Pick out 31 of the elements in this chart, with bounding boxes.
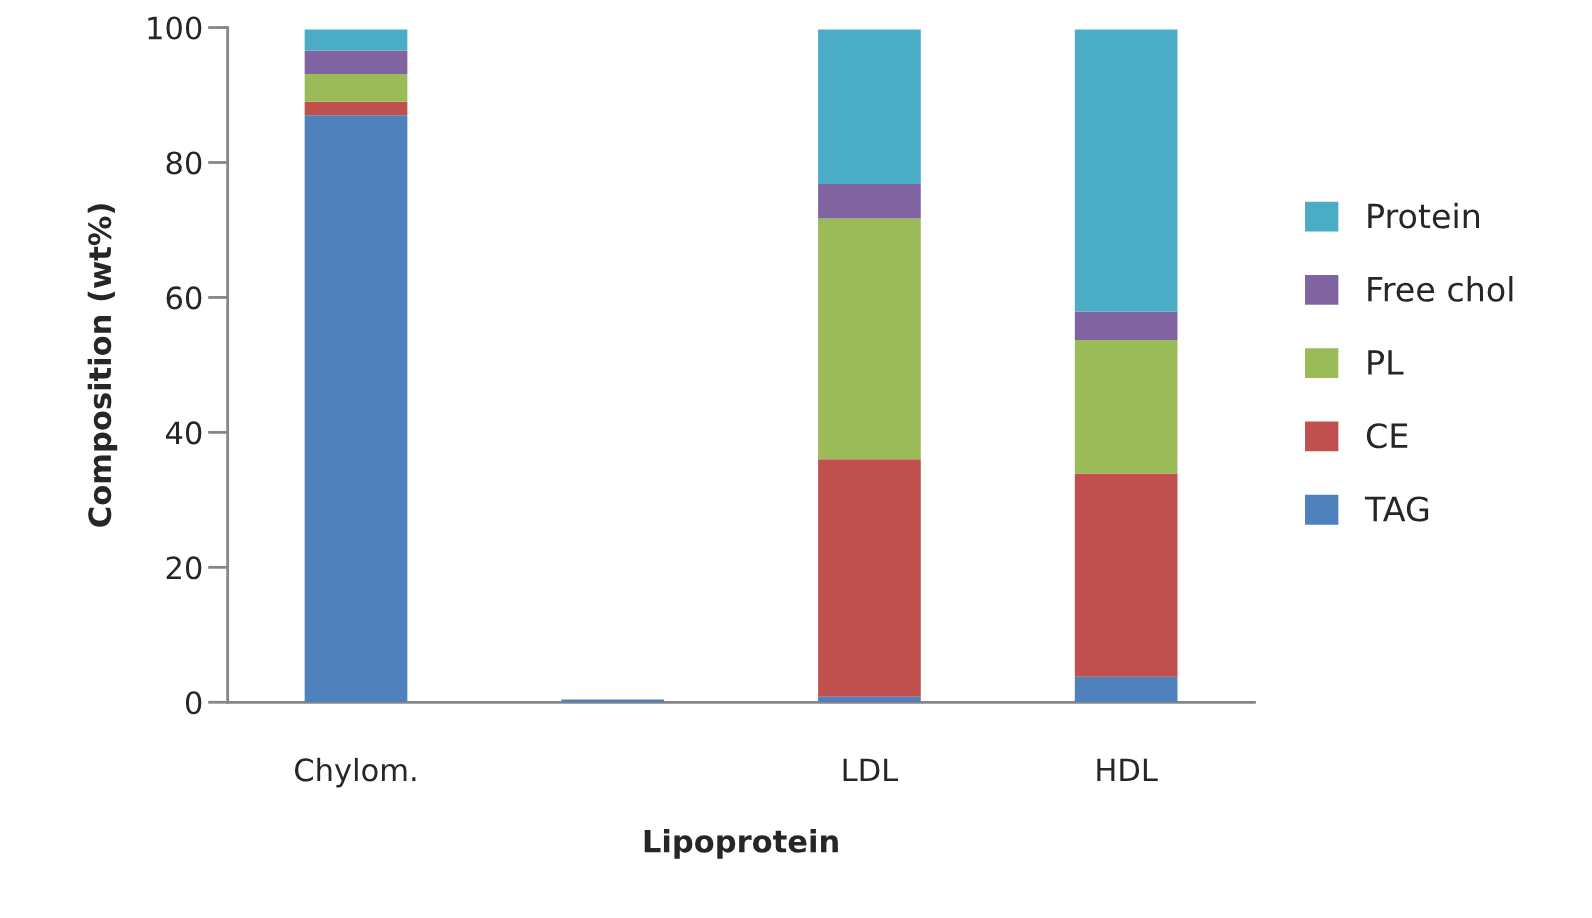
bar — [304, 115, 408, 703]
bar — [1074, 339, 1178, 474]
y-axis-title: Composition (wt%) — [87, 204, 118, 527]
y-tick-label: 40 — [165, 421, 202, 445]
bar — [818, 218, 921, 460]
y-tick-label: 60 — [166, 286, 202, 310]
legend-label: PL — [1368, 350, 1404, 375]
bar — [304, 29, 408, 51]
bar — [304, 50, 408, 75]
y-tick-label: 20 — [166, 556, 202, 580]
legend-label: CE — [1366, 423, 1408, 449]
x-tick-label: LDL — [843, 758, 899, 782]
y-tick-label: 80 — [166, 151, 202, 175]
y-tick-label: 100 — [148, 16, 202, 40]
x-axis-title: Lipoprotein — [644, 829, 838, 859]
bar — [1074, 311, 1178, 340]
bar — [818, 184, 921, 219]
y-tick-label: 0 — [185, 691, 202, 715]
bar — [304, 101, 408, 116]
legend-label: Free chol — [1368, 276, 1513, 302]
bar — [818, 459, 921, 697]
legend-label: TAG — [1364, 496, 1429, 522]
bar — [818, 29, 921, 185]
bar — [1074, 29, 1178, 312]
legend-label: Protein — [1368, 202, 1480, 229]
bar — [818, 696, 921, 703]
bar — [1074, 473, 1178, 677]
bar — [1074, 676, 1178, 703]
x-tick-label: Chylom. — [295, 757, 416, 788]
x-tick-label: HDL — [1097, 758, 1158, 782]
bar — [304, 74, 408, 102]
